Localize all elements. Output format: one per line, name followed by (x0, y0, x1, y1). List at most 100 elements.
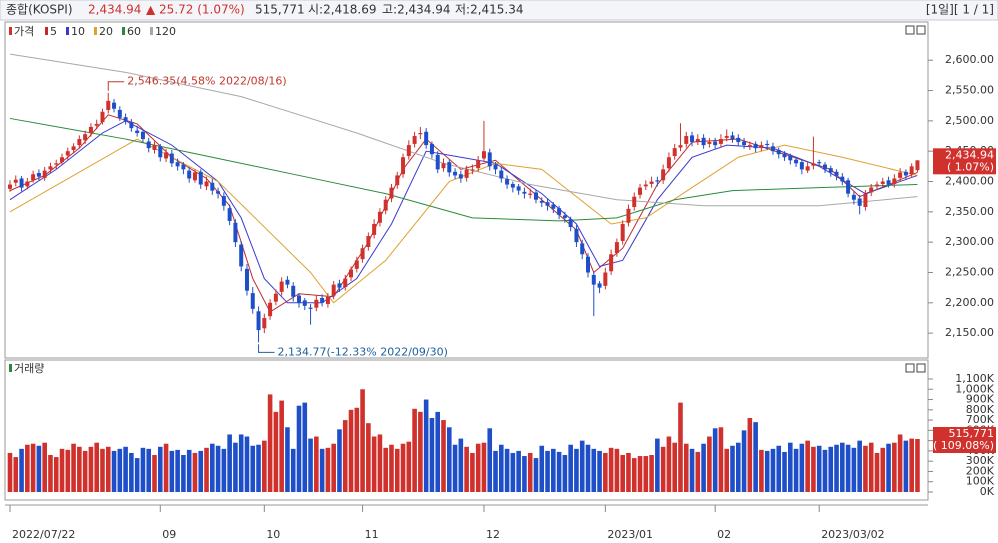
candle-body (649, 181, 654, 184)
volume-bar (169, 450, 175, 492)
legend-swatch (122, 27, 125, 35)
pane-button[interactable] (905, 25, 915, 35)
candle-body (799, 162, 804, 170)
volume-bar (811, 446, 816, 492)
volume-bar (735, 442, 741, 492)
pane-button[interactable] (905, 363, 915, 373)
y-tick-label: 2,600.00 (945, 53, 994, 66)
candle-body (337, 283, 342, 288)
volume-bar (19, 448, 24, 492)
volume-bar (579, 440, 585, 492)
candle-body (713, 141, 718, 146)
candle-body (903, 171, 908, 176)
volume-bar (273, 411, 279, 492)
candle-body (840, 176, 845, 182)
volume-bar (464, 446, 469, 492)
legend-swatch (150, 27, 153, 35)
y-tick-label: 2,400.00 (945, 175, 994, 188)
legend-swatch (94, 27, 97, 35)
candle-body (71, 146, 76, 150)
volume-bar (383, 447, 388, 492)
volume-bar (799, 443, 805, 492)
volume-bar (325, 447, 331, 492)
candle-body (389, 187, 394, 199)
candle-body (747, 145, 752, 147)
legend-label: 5 (50, 25, 57, 38)
x-tick-label: 2023/01 (607, 528, 653, 541)
x-tick-label: 12 (486, 528, 500, 541)
volume-bar (626, 452, 631, 492)
candle-body (724, 136, 729, 138)
volume-bar (129, 452, 134, 492)
volume-bar (371, 436, 377, 492)
candle-body (464, 169, 469, 178)
volume-bar (337, 429, 342, 492)
volume-bar (256, 444, 261, 492)
x-tick-label: 11 (365, 528, 379, 541)
volume-bar (828, 446, 834, 492)
candle-body (297, 295, 301, 303)
price: 2,434.94 (88, 3, 141, 17)
y-tick-label: 2,200.00 (945, 296, 994, 309)
volume-bar (851, 447, 857, 492)
candle-body (354, 260, 359, 269)
volume-bar (527, 452, 533, 492)
candle-body (470, 169, 475, 171)
volume-bar (175, 449, 180, 492)
volume-bar (510, 452, 516, 492)
candle-body (655, 180, 660, 182)
volume-bar (551, 448, 556, 492)
candle-body (776, 149, 781, 155)
annotation: 2,546.35(4.58% 2022/08/16) (127, 75, 286, 88)
volume-bar (302, 402, 308, 492)
volume-bar (753, 422, 758, 492)
candle-body (129, 122, 134, 129)
candle-body (192, 172, 197, 181)
volume-bar (134, 458, 140, 492)
pane-button[interactable] (916, 363, 926, 373)
candle-body (765, 143, 770, 146)
candle-body (285, 279, 290, 285)
y-tick-label: 0K (980, 485, 995, 498)
volume-bar (354, 407, 360, 492)
volume-bar (655, 438, 660, 492)
volume-bar (36, 445, 42, 492)
volume-bar (707, 436, 712, 492)
candle-body (152, 145, 157, 150)
candle-body (100, 111, 105, 123)
candle-body (614, 242, 619, 254)
candle-body (112, 102, 117, 109)
y-tick-label: 2,250.00 (945, 265, 994, 278)
pane-button[interactable] (916, 25, 926, 35)
y-tick-label: 900K (966, 393, 995, 406)
volume-bar (874, 452, 880, 492)
volume-bar (152, 455, 157, 492)
candle-body (499, 170, 504, 179)
volume-bar (475, 443, 481, 492)
last-value-box (933, 427, 996, 454)
last-value-box (933, 148, 996, 175)
high: 고:2,434.94 (382, 3, 451, 17)
candle-body (880, 181, 885, 184)
candle-body (672, 148, 677, 157)
candle-body (256, 311, 261, 331)
volume-bar (71, 443, 76, 492)
candle-body (250, 293, 255, 309)
period: [1일][ 1 / 1] (926, 3, 994, 17)
legend-label: 가격 (14, 25, 34, 38)
candle-body (372, 223, 377, 235)
candle-body (325, 296, 330, 305)
low: 저:2,415.34 (455, 3, 524, 17)
candle-body (36, 173, 41, 177)
candle-body (169, 153, 174, 164)
candle-body (846, 180, 851, 194)
volume-bar (868, 442, 874, 492)
candle-body (834, 171, 839, 176)
candle-body (638, 187, 643, 195)
header-bar (0, 0, 998, 21)
candle-body (233, 222, 238, 243)
y-tick-label: 2,500.00 (945, 114, 994, 127)
candle-body (19, 178, 24, 188)
volume-bar (250, 445, 256, 492)
candle-body (568, 219, 573, 227)
